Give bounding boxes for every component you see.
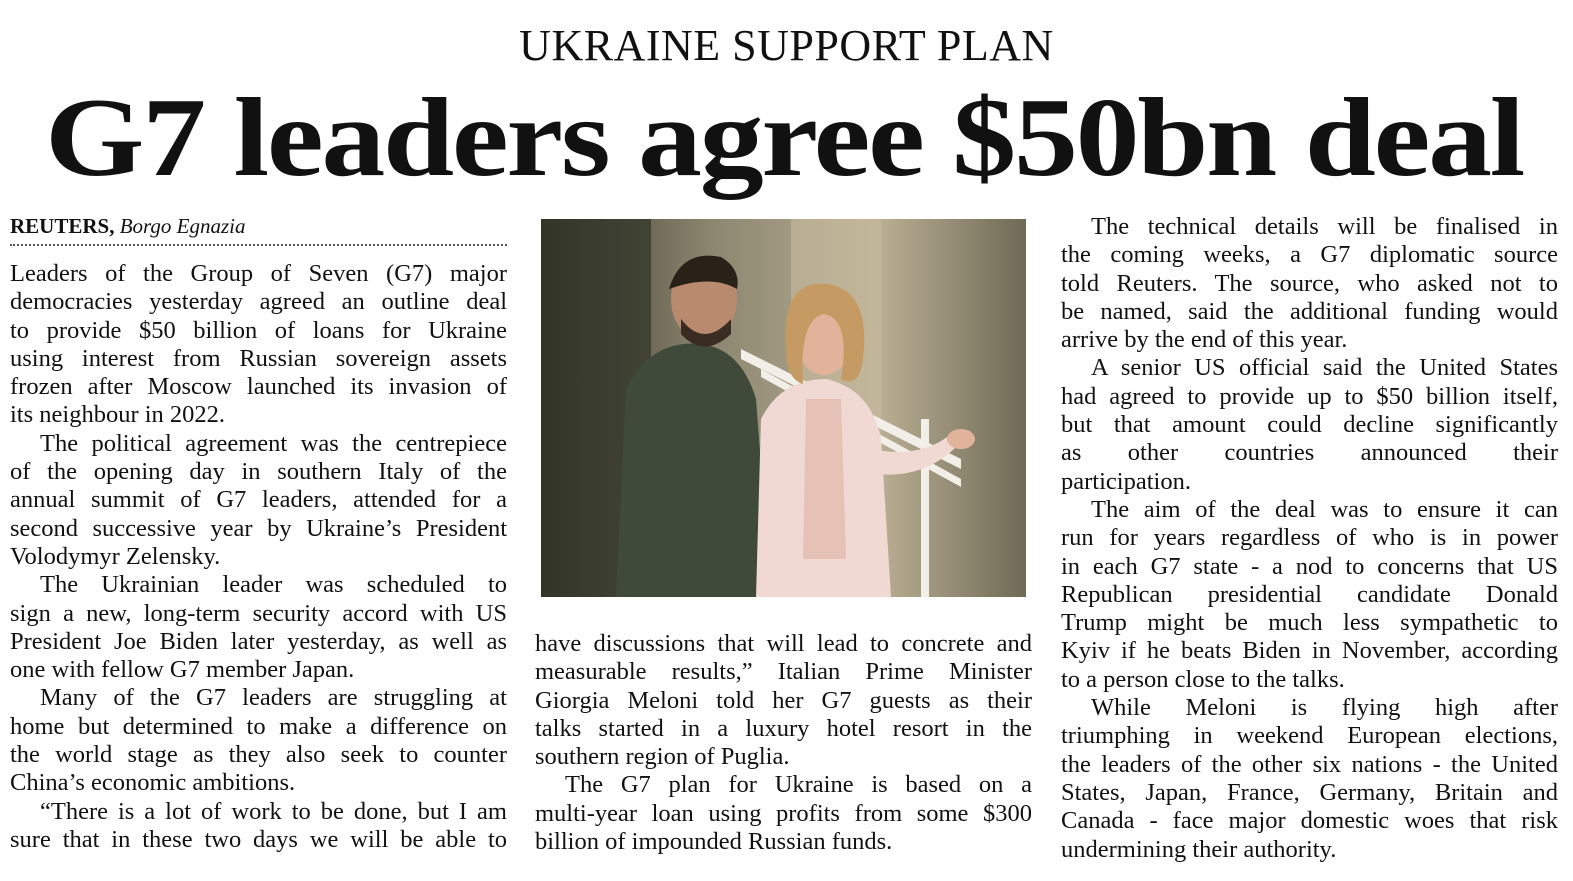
text-line: the coming weeks, a G7 diplomatic source — [1061, 241, 1558, 269]
text-line: sure that in these two days we will be a… — [10, 825, 507, 853]
paragraph: The Ukrainian leader was scheduled to sig… — [10, 571, 507, 684]
text-line: measurable results,” Italian Prime Minis… — [535, 658, 1032, 686]
byline: REUTERS, Borgo Egnazia — [10, 212, 507, 240]
text-line: the leaders of the other six nations - t… — [1061, 750, 1558, 778]
text-line: The Ukrainian leader was scheduled to — [40, 571, 507, 599]
text-line: billion of impounded Russian funds. — [535, 828, 893, 856]
article-column-3: The technical details will be finalised … — [1061, 213, 1558, 864]
text-line: President Joe Biden later yesterday, as … — [10, 627, 507, 655]
text-line: A senior US official said the United Sta… — [1091, 354, 1558, 382]
text-line: The aim of the deal was to ensure it can — [1091, 495, 1558, 523]
text-line: Kyiv if he beats Biden in November, acco… — [1061, 637, 1558, 665]
text-line: its neighbour in 2022. — [10, 401, 226, 429]
headline: G7 leaders agree $50bn deal — [45, 76, 1525, 200]
byline-agency: REUTERS, — [10, 214, 115, 238]
text-line: Trump might be much less sympathetic to — [1061, 609, 1558, 637]
article-photo — [541, 219, 1026, 597]
text-line: “There is a lot of work to be done, but … — [40, 797, 507, 825]
text-line: to a person close to the talks. — [1061, 665, 1345, 693]
paragraph: The technical details will be finalised … — [1061, 213, 1558, 354]
text-line: frozen after Moscow launched its invasio… — [10, 373, 507, 401]
text-line: Canada - face major domestic woes that r… — [1061, 807, 1558, 835]
paragraph: The G7 plan for Ukraine is based on a mul… — [535, 771, 1032, 856]
paragraph: “There is a lot of work to be done, but … — [10, 798, 507, 855]
text-line: but that amount could decline significan… — [1061, 411, 1558, 439]
text-line: one with fellow G7 member Japan. — [10, 656, 355, 684]
text-line: talks started in a luxury hotel resort i… — [535, 714, 1032, 742]
text-line: Volodymyr Zelensky. — [10, 542, 221, 570]
article-column-1: REUTERS, Borgo Egnazia Leaders of the Gr… — [10, 212, 507, 854]
text-line: Republican presidential candidate Donald — [1061, 580, 1558, 608]
text-line: to provide $50 billion of loans for Ukra… — [10, 316, 507, 344]
text-line: China’s economic ambitions. — [10, 769, 296, 797]
text-line: had agreed to provide up to $50 billion … — [1061, 382, 1558, 410]
text-line: The technical details will be finalised … — [1091, 213, 1558, 240]
text-line: as other countries announced their — [1061, 439, 1558, 467]
paragraph: have discussions that will lead to concr… — [535, 630, 1032, 771]
paragraph: Many of the G7 leaders are struggling at… — [10, 684, 507, 797]
text-line: home but determined to make a difference… — [10, 712, 507, 740]
text-line: multi-year loan using profits from some … — [535, 799, 1032, 827]
text-line: democracies yesterday agreed an outline … — [10, 288, 507, 316]
paragraph: Leaders of the Group of Seven (G7) major… — [10, 260, 507, 430]
photo-zelensky-meloni-icon — [541, 219, 1026, 597]
text-line: sign a new, long-term security accord wi… — [10, 599, 507, 627]
text-line: told Reuters. The source, who asked not … — [1061, 269, 1558, 297]
byline-divider — [10, 244, 507, 246]
kicker: UKRAINE SUPPORT PLAN — [519, 21, 1054, 70]
text-line: in each G7 state - a nod to concerns tha… — [1061, 552, 1558, 580]
text-line: undermining their authority. — [1061, 835, 1337, 863]
text-line: While Meloni is flying high after — [1091, 694, 1558, 722]
text-line: triumphing in weekend European elections… — [1061, 722, 1558, 750]
text-line: The G7 plan for Ukraine is based on a — [565, 771, 1032, 799]
text-line: be named, said the additional funding wo… — [1061, 297, 1558, 325]
article-column-2: have discussions that will lead to concr… — [535, 630, 1032, 856]
text-line: southern region of Puglia. — [535, 743, 790, 771]
text-line: Many of the G7 leaders are struggling at — [40, 684, 507, 712]
text-line: participation. — [1061, 467, 1191, 495]
text-line: Leaders of the Group of Seven (G7) major — [10, 260, 507, 287]
text-line: second successive year by Ukraine’s Pres… — [10, 514, 507, 542]
text-line: arrive by the end of this year. — [1061, 326, 1348, 354]
byline-location: Borgo Egnazia — [119, 214, 246, 238]
paragraph: While Meloni is flying high after triumph… — [1061, 694, 1558, 864]
text-line: run for years regardless of who is in po… — [1061, 524, 1558, 552]
paragraph: The political agreement was the centrepi… — [10, 430, 507, 571]
text-line: The political agreement was the centrepi… — [40, 429, 507, 457]
text-line: States, Japan, France, Germany, Britain … — [1061, 778, 1558, 806]
paragraph: The aim of the deal was to ensure it can… — [1061, 496, 1558, 694]
text-line: using interest from Russian sovereign as… — [10, 344, 507, 372]
text-line: the world stage as they also seek to cou… — [10, 741, 507, 769]
text-line: annual summit of G7 leaders, attended fo… — [10, 486, 507, 514]
text-line: Giorgia Meloni told her G7 guests as the… — [535, 686, 1032, 714]
text-line: of the opening day in southern Italy of … — [10, 458, 507, 486]
paragraph: A senior US official said the United Sta… — [1061, 354, 1558, 495]
text-line: have discussions that will lead to concr… — [535, 630, 1032, 657]
